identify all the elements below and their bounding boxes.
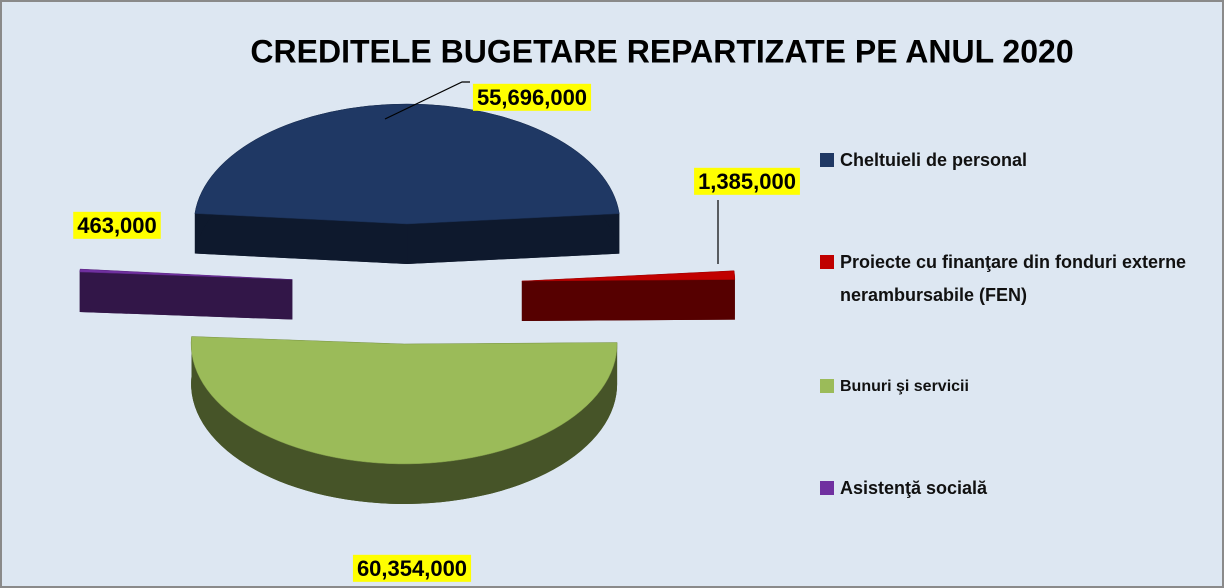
slice-group <box>79 268 293 320</box>
legend-item: Bunuri şi servicii <box>820 370 1215 403</box>
legend-label: Cheltuieli de personal <box>840 150 1028 170</box>
legend-swatch <box>820 255 834 269</box>
chart-title: CREDITELE BUGETARE REPARTIZATE PE ANUL 2… <box>250 33 1073 69</box>
data-label: 463,000 <box>77 213 157 238</box>
legend-swatch <box>820 153 834 167</box>
data-label-bg <box>352 554 472 582</box>
legend-item: Asistenţă socială <box>820 472 1215 505</box>
data-label: 60,354,000 <box>357 556 467 581</box>
slice-edge <box>194 213 408 264</box>
data-label: 55,696,000 <box>477 85 587 110</box>
slice <box>194 103 620 225</box>
slice <box>190 336 618 465</box>
legend-item: Proiecte cu finanţare din fonduri extern… <box>820 246 1215 312</box>
data-label: 1,385,000 <box>698 169 796 194</box>
leader-line <box>384 81 470 120</box>
legend-label: Asistenţă socială <box>840 478 988 498</box>
slice-group <box>194 103 620 264</box>
legend-label: Bunuri şi servicii <box>840 378 969 395</box>
slice-edge <box>407 213 620 264</box>
legend-label: Proiecte cu finanţare din fonduri extern… <box>840 252 1187 305</box>
data-label-bg <box>472 83 592 111</box>
legend-swatch <box>820 379 834 393</box>
slice-group <box>190 336 618 504</box>
slice <box>79 268 293 280</box>
slice-edge <box>80 269 293 320</box>
slice-edge <box>521 279 735 322</box>
slice-side <box>191 336 618 504</box>
slice <box>521 270 736 282</box>
legend-item: Cheltuieli de personal <box>820 144 1215 177</box>
slice-group <box>521 270 736 322</box>
slice-side <box>734 270 735 320</box>
data-label-bg <box>694 167 800 195</box>
data-label-bg <box>73 211 161 239</box>
legend-swatch <box>820 481 834 495</box>
